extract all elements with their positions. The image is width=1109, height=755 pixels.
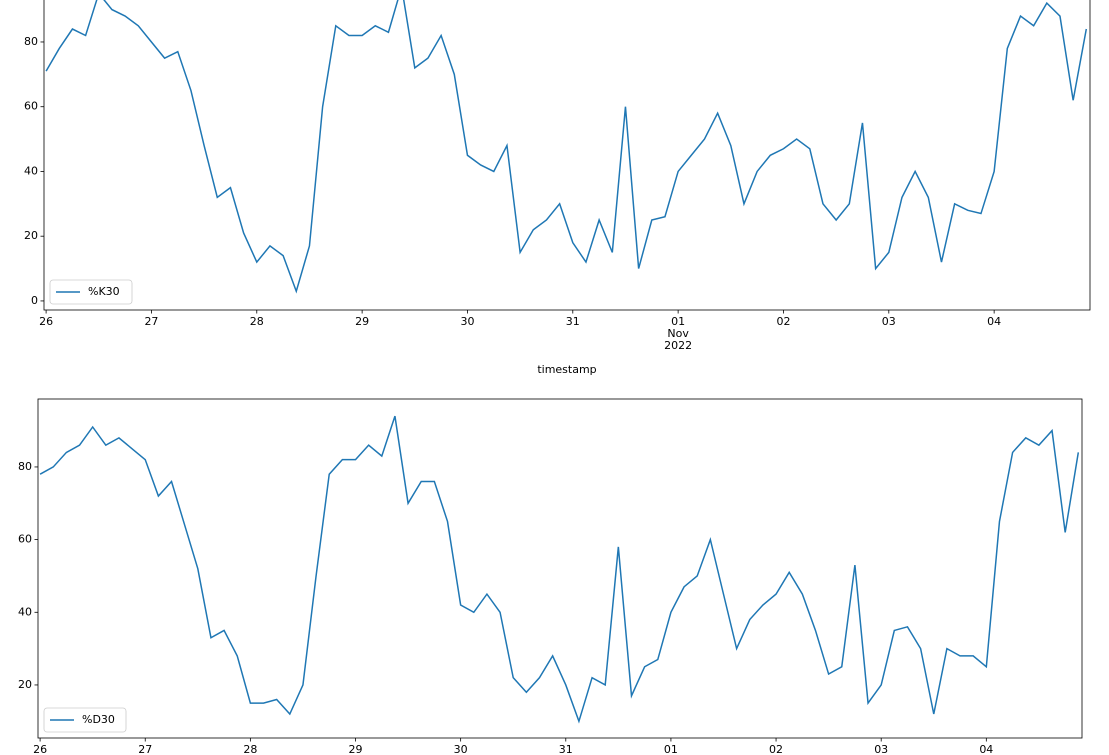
x-tick-label: 04 xyxy=(987,315,1001,328)
x-tick-label: 29 xyxy=(355,315,369,328)
x-tick-label: 27 xyxy=(138,743,152,755)
x-axis-label: timestamp xyxy=(537,363,596,376)
y-tick-label: 60 xyxy=(18,533,32,546)
data-line xyxy=(45,0,1088,294)
y-tick-label: 80 xyxy=(24,35,38,48)
x-tick-label: 30 xyxy=(454,743,468,755)
legend-label: %K30 xyxy=(88,285,120,298)
x-tick-label: 26 xyxy=(33,743,47,755)
x-tick-label: 01 xyxy=(664,743,678,755)
x-tick-label: 01 xyxy=(671,315,685,328)
x-tick-label: 28 xyxy=(250,315,264,328)
x-tick-label: 31 xyxy=(559,743,573,755)
x-tick-label: 30 xyxy=(460,315,474,328)
y-tick-label: 20 xyxy=(18,678,32,691)
x-tick-label: 03 xyxy=(874,743,888,755)
x-tick-label: 04 xyxy=(979,743,993,755)
axes-frame xyxy=(43,0,1091,311)
x-tick-label: 26 xyxy=(39,315,53,328)
x-tick-label: 27 xyxy=(144,315,158,328)
x-tick-label: 02 xyxy=(776,315,790,328)
axes-frame xyxy=(37,398,1083,739)
legend-box xyxy=(49,279,133,305)
y-tick-label: 60 xyxy=(24,100,38,113)
y-tick-label: 0 xyxy=(31,294,38,307)
data-line xyxy=(39,415,1080,724)
x-tick-sublabel: Nov xyxy=(667,327,689,340)
x-tick-sublabel: 2022 xyxy=(664,339,692,352)
y-tick-label: 20 xyxy=(24,229,38,242)
x-tick-label: 03 xyxy=(882,315,896,328)
legend-box xyxy=(43,707,127,733)
y-tick-label: 40 xyxy=(18,605,32,618)
legend-label: %D30 xyxy=(82,713,115,726)
y-tick-label: 40 xyxy=(24,164,38,177)
x-tick-label: 28 xyxy=(243,743,257,755)
x-tick-label: 02 xyxy=(769,743,783,755)
y-tick-label: 80 xyxy=(18,460,32,473)
x-tick-label: 31 xyxy=(566,315,580,328)
x-tick-label: 29 xyxy=(349,743,363,755)
